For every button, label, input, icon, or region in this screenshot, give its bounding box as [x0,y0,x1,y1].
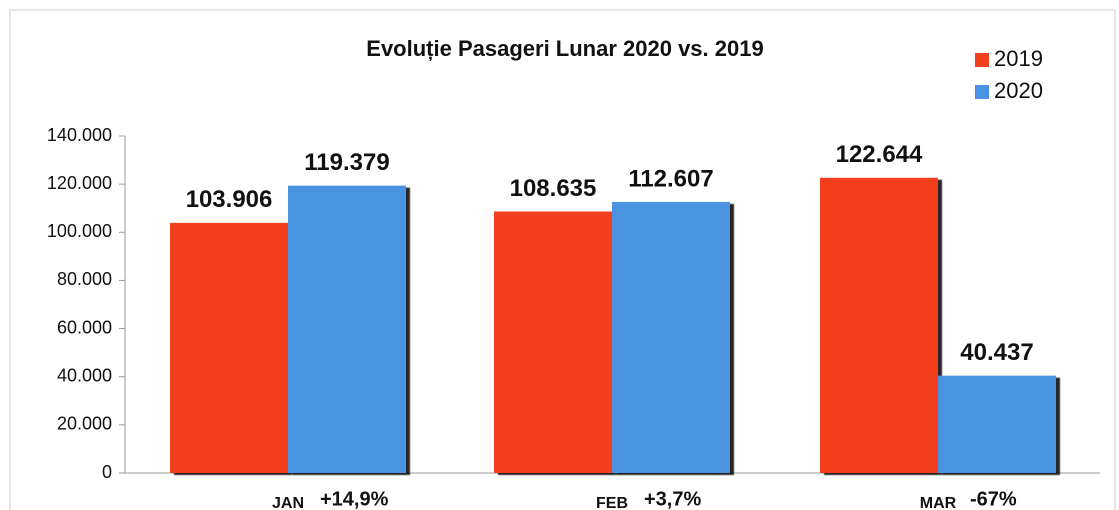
annotation: -67% [970,488,1017,510]
x-tick-label: JAN [272,495,304,510]
legend-label: 2019 [994,46,1043,71]
bar [612,201,730,474]
legend-swatch [975,85,989,99]
value-label: 119.379 [304,149,389,176]
value-label: 122.644 [836,141,923,168]
legend-label: 2020 [994,78,1043,103]
value-label: 108.635 [510,175,597,202]
value-label: 112.607 [628,165,713,192]
y-tick-label: 140.000 [47,125,112,145]
y-tick-label: 40.000 [57,365,112,385]
legend-swatch [975,53,989,67]
y-tick-label: 100.000 [47,221,112,241]
annotation: +3,7% [644,488,701,510]
y-tick-label: 0 [102,462,112,482]
y-tick-label: 60.000 [57,317,112,337]
bar [170,222,288,473]
bar [494,211,612,473]
chart-title: Evoluție Pasageri Lunar 2020 vs. 2019 [366,36,763,61]
y-tick-label: 20.000 [57,414,112,434]
x-tick-label: MAR [920,495,957,510]
bar [288,185,406,473]
x-tick-label: FEB [596,495,628,510]
annotation: +14,9% [320,488,389,510]
bar [820,177,938,473]
value-label: 40.437 [960,339,1033,366]
chart-border [9,9,1116,510]
y-tick-label: 120.000 [47,173,112,193]
bar [938,375,1056,473]
y-tick-label: 80.000 [57,269,112,289]
value-label: 103.906 [186,186,273,213]
